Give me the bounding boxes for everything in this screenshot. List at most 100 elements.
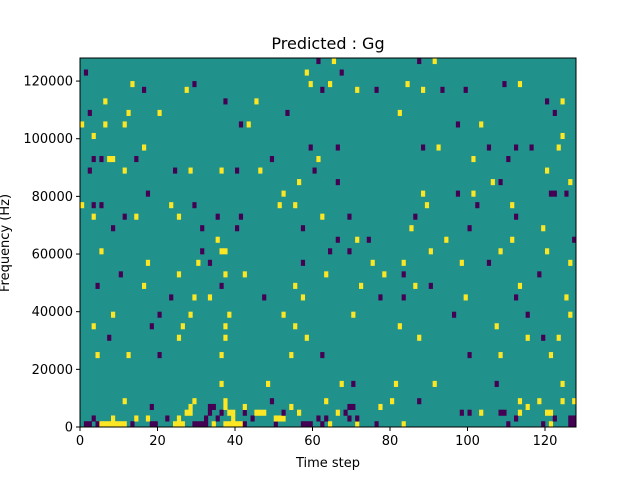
y-tick-label: 80000 bbox=[32, 190, 73, 205]
heatmap-cell bbox=[347, 415, 352, 422]
heatmap-cell bbox=[107, 421, 112, 428]
heatmap-cell bbox=[397, 323, 402, 330]
heatmap-cell bbox=[455, 121, 461, 128]
heatmap-cell bbox=[176, 213, 182, 220]
heatmap-cell bbox=[246, 121, 251, 128]
heatmap-cell bbox=[405, 81, 410, 88]
heatmap-cell bbox=[548, 409, 554, 416]
heatmap-cell bbox=[517, 81, 523, 88]
y-tick-label: 60000 bbox=[32, 248, 73, 263]
heatmap-cell bbox=[455, 190, 461, 197]
heatmap-cell bbox=[91, 132, 96, 140]
heatmap-cell bbox=[80, 121, 85, 128]
heatmap-cell bbox=[467, 225, 472, 232]
heatmap-cell bbox=[192, 81, 197, 88]
heatmap-cell bbox=[355, 415, 360, 422]
heatmap-cell bbox=[219, 248, 224, 255]
heatmap-cell bbox=[223, 248, 228, 255]
heatmap-cell bbox=[91, 156, 96, 163]
heatmap-cell bbox=[188, 311, 193, 318]
heatmap-cell bbox=[223, 98, 228, 105]
heatmap-cell bbox=[231, 421, 236, 428]
heatmap-cell bbox=[207, 259, 213, 266]
heatmap-cell bbox=[91, 202, 96, 209]
heatmap-cell bbox=[254, 98, 259, 105]
heatmap-cell bbox=[308, 421, 313, 428]
heatmap-cell bbox=[359, 282, 364, 289]
heatmap-cell bbox=[506, 156, 511, 163]
heatmap-cell bbox=[401, 271, 406, 278]
heatmap-cell bbox=[463, 86, 468, 93]
heatmap-cell bbox=[335, 179, 340, 186]
heatmap-cell bbox=[378, 403, 383, 411]
heatmap-cell bbox=[157, 109, 162, 116]
heatmap-cell bbox=[335, 236, 340, 243]
heatmap-cell bbox=[293, 282, 298, 289]
heatmap-cell bbox=[235, 421, 240, 428]
plot-area bbox=[79, 57, 577, 428]
heatmap-cell bbox=[227, 409, 232, 416]
heatmap-cell bbox=[339, 380, 344, 387]
heatmap-cell bbox=[227, 311, 232, 318]
heatmap-cell bbox=[498, 352, 503, 359]
heatmap-cell bbox=[452, 311, 457, 318]
heatmap-cell bbox=[184, 409, 189, 416]
heatmap-background bbox=[80, 58, 576, 427]
heatmap-cell bbox=[258, 167, 263, 174]
heatmap-cell bbox=[545, 167, 550, 174]
heatmap-cell bbox=[548, 352, 554, 359]
heatmap-cell bbox=[552, 190, 557, 197]
heatmap-cell bbox=[339, 69, 344, 76]
heatmap-cell bbox=[560, 132, 565, 140]
heatmap-cell bbox=[397, 109, 402, 116]
heatmap-cell bbox=[510, 236, 515, 243]
heatmap-cell bbox=[343, 409, 348, 416]
heatmap-cell bbox=[517, 398, 523, 405]
heatmap-cell bbox=[568, 421, 573, 428]
heatmap-cells bbox=[80, 58, 577, 428]
heatmap-cell bbox=[467, 352, 472, 359]
heatmap-cell bbox=[498, 409, 503, 416]
heatmap-cell bbox=[87, 167, 92, 174]
heatmap-cell bbox=[413, 282, 418, 289]
heatmap-cell bbox=[219, 409, 224, 416]
heatmap-cell bbox=[95, 282, 100, 289]
heatmap-cell bbox=[514, 213, 519, 220]
x-axis-label: Time step bbox=[295, 456, 360, 471]
heatmap-cell bbox=[479, 121, 484, 128]
heatmap-cell bbox=[188, 409, 193, 416]
heatmap-cell bbox=[227, 421, 232, 428]
heatmap-cell bbox=[475, 202, 480, 209]
heatmap-cell bbox=[366, 236, 371, 243]
heatmap-cell bbox=[258, 409, 263, 416]
heatmap-cell bbox=[510, 202, 515, 209]
y-tick-label: 100000 bbox=[23, 132, 73, 147]
heatmap-cell bbox=[142, 282, 147, 289]
heatmap-cell bbox=[238, 121, 244, 128]
heatmap-cell bbox=[498, 179, 503, 186]
heatmap-cell bbox=[207, 409, 213, 416]
heatmap-cell bbox=[281, 190, 286, 197]
heatmap-cell bbox=[118, 421, 123, 428]
heatmap-cell bbox=[552, 109, 557, 116]
heatmap-cell bbox=[432, 380, 437, 387]
heatmap-cell bbox=[463, 294, 468, 301]
heatmap-cell bbox=[494, 323, 499, 330]
heatmap-cell bbox=[95, 421, 100, 428]
heatmap-cell bbox=[219, 282, 224, 289]
heatmap-cell bbox=[235, 225, 240, 232]
heatmap-cell bbox=[514, 294, 519, 301]
heatmap-cell bbox=[424, 202, 430, 209]
heatmap-cell bbox=[188, 167, 193, 174]
heatmap-cell bbox=[324, 271, 329, 278]
heatmap-cell bbox=[192, 421, 197, 428]
heatmap-cell bbox=[459, 259, 464, 266]
heatmap-cell bbox=[525, 334, 530, 341]
y-axis-ticks: 0 20000 40000 60000 80000 100000 120000 bbox=[23, 75, 80, 436]
heatmap-cell bbox=[238, 421, 244, 428]
heatmap-cell bbox=[413, 213, 418, 220]
heatmap-cell bbox=[328, 421, 333, 428]
heatmap-cell bbox=[111, 415, 116, 422]
heatmap-cell bbox=[324, 398, 329, 405]
chart-title: Predicted : Gg bbox=[271, 34, 384, 53]
